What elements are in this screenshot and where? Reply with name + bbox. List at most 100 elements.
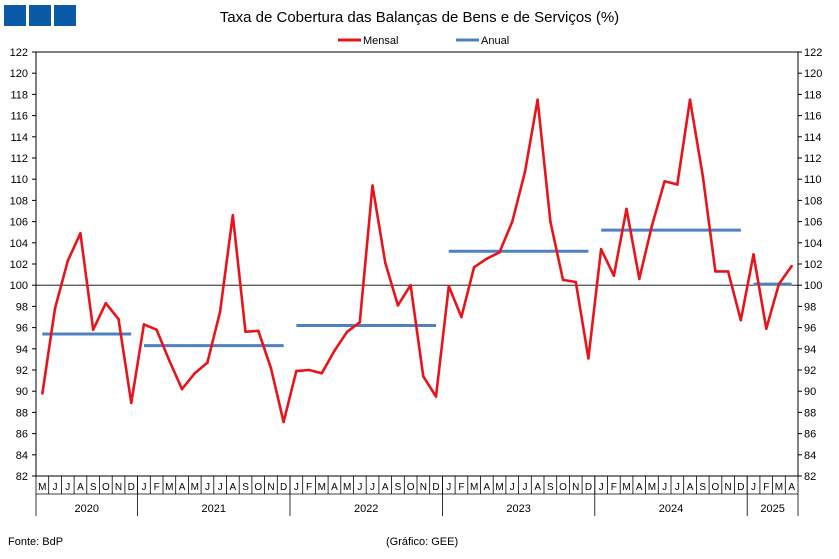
x-tick-label-month: D (280, 482, 287, 493)
y-tick-label-left: 104 (10, 238, 28, 250)
y-tick-label-right: 106 (804, 217, 822, 229)
x-tick-label-month: N (725, 482, 732, 493)
x-tick-label-month: J (205, 482, 210, 493)
x-tick-label-month: A (230, 482, 237, 493)
x-tick-label-month: J (370, 482, 375, 493)
x-tick-label-month: J (675, 482, 680, 493)
plot-frame (35, 51, 799, 477)
legend-label-mensal: Mensal (363, 35, 398, 47)
series-mensal-point (371, 184, 374, 187)
x-tick-label-month: M (775, 482, 783, 493)
x-tick-label-month: F (611, 482, 617, 493)
x-tick-label-month: S (242, 482, 249, 493)
x-tick-label-month: J (662, 482, 667, 493)
y-tick-label-left: 94 (16, 344, 28, 356)
x-tick-label-month: J (65, 482, 70, 493)
series-mensal-point (295, 369, 298, 373)
series-mensal-point (422, 375, 425, 378)
series-mensal-point (218, 310, 222, 314)
x-tick-label-month: D (432, 482, 439, 493)
series-mensal-point (41, 392, 44, 395)
y-tick-label-left: 90 (16, 386, 28, 398)
series-mensal-point (53, 307, 57, 310)
series-mensal-point (244, 330, 247, 334)
series-mensal-point (320, 371, 324, 375)
series-mensal-point (79, 231, 82, 235)
series-mensal-point (650, 224, 654, 228)
series-mensal-point (409, 283, 412, 287)
series-mensal-point (66, 259, 70, 263)
series-mensal-point (193, 371, 197, 375)
x-tick-label-month: A (788, 482, 795, 493)
y-tick-label-left: 108 (10, 195, 28, 207)
y-tick-label-left: 92 (16, 365, 28, 377)
series-mensal-point (168, 359, 171, 362)
x-tick-label-month: A (687, 482, 694, 493)
x-tick-label-month: M (318, 482, 326, 493)
y-tick-label-left: 86 (16, 429, 28, 441)
series-mensal-point (599, 247, 603, 251)
series-mensal-point (129, 401, 133, 405)
x-tick-label-month: J (522, 482, 527, 493)
x-tick-label-month: A (77, 482, 84, 493)
y-tick-label-right: 116 (804, 111, 822, 123)
x-tick-label-month: M (648, 482, 656, 493)
y-tick-label-right: 104 (804, 238, 822, 250)
x-tick-label-month: N (572, 482, 579, 493)
series-mensal-point (498, 251, 501, 254)
x-tick-label-year: 2023 (506, 503, 530, 515)
series-mensal-point (676, 183, 679, 186)
y-tick-label-left: 122 (10, 47, 28, 59)
series-mensal-point (510, 220, 514, 223)
series-mensal-point (345, 330, 349, 334)
x-tick-label-month: M (622, 482, 630, 493)
series-mensal-point (663, 180, 666, 183)
series-mensal-point (790, 264, 793, 268)
x-tick-label-year: 2022 (354, 503, 378, 515)
x-tick-label-month: F (306, 482, 312, 493)
series-mensal-point (256, 329, 260, 333)
y-tick-label-right: 90 (804, 386, 816, 398)
y-tick-label-right: 102 (804, 259, 822, 271)
series-mensal-point (726, 270, 730, 273)
series-mensal-point (434, 395, 438, 398)
series-mensal-point (777, 282, 781, 286)
chart-title: Taxa de Cobertura das Balanças de Bens e… (219, 9, 620, 26)
series-mensal-point (231, 213, 235, 217)
y-tick-label-left: 120 (10, 68, 28, 80)
series-mensal-point (752, 253, 755, 256)
x-tick-label-month: S (395, 482, 402, 493)
x-tick-label-month: O (254, 482, 262, 493)
legend: Mensal Anual (338, 35, 509, 47)
series-mensal-point (714, 270, 717, 273)
series-mensal-point (612, 274, 616, 277)
logo-square-2 (29, 5, 51, 26)
x-tick-label-month: J (751, 482, 756, 493)
y-tick-label-right: 108 (804, 195, 822, 207)
series-mensal-point (625, 207, 628, 211)
series-mensal-point (155, 328, 158, 332)
x-tick-label-month: J (599, 482, 604, 493)
x-tick-label-month: S (90, 482, 97, 493)
x-tick-label-month: M (495, 482, 503, 493)
x-tick-label-month: M (38, 482, 46, 493)
y-tick-label-right: 114 (804, 132, 822, 144)
y-tick-label-left: 106 (10, 217, 28, 229)
x-tick-label-month: N (420, 482, 427, 493)
y-tick-label-left: 116 (10, 111, 28, 123)
x-tick-label-year: 2025 (760, 503, 784, 515)
x-tick-label-month: J (53, 482, 58, 493)
y-tick-label-right: 86 (804, 429, 816, 441)
x-tick-label-month: A (382, 482, 389, 493)
logo-square-3 (54, 5, 76, 26)
series-mensal-point (104, 301, 108, 305)
y-tick-label-left: 118 (10, 89, 28, 101)
series-mensal-point (561, 278, 565, 282)
series-mensal-point (358, 321, 362, 324)
series-mensal-point (688, 98, 692, 101)
y-tick-label-left: 100 (10, 280, 28, 292)
x-tick-label-month: M (343, 482, 351, 493)
series-mensal-point (282, 420, 285, 424)
x-tick-label-month: S (547, 482, 554, 493)
x-tick-label-month: A (534, 482, 541, 493)
